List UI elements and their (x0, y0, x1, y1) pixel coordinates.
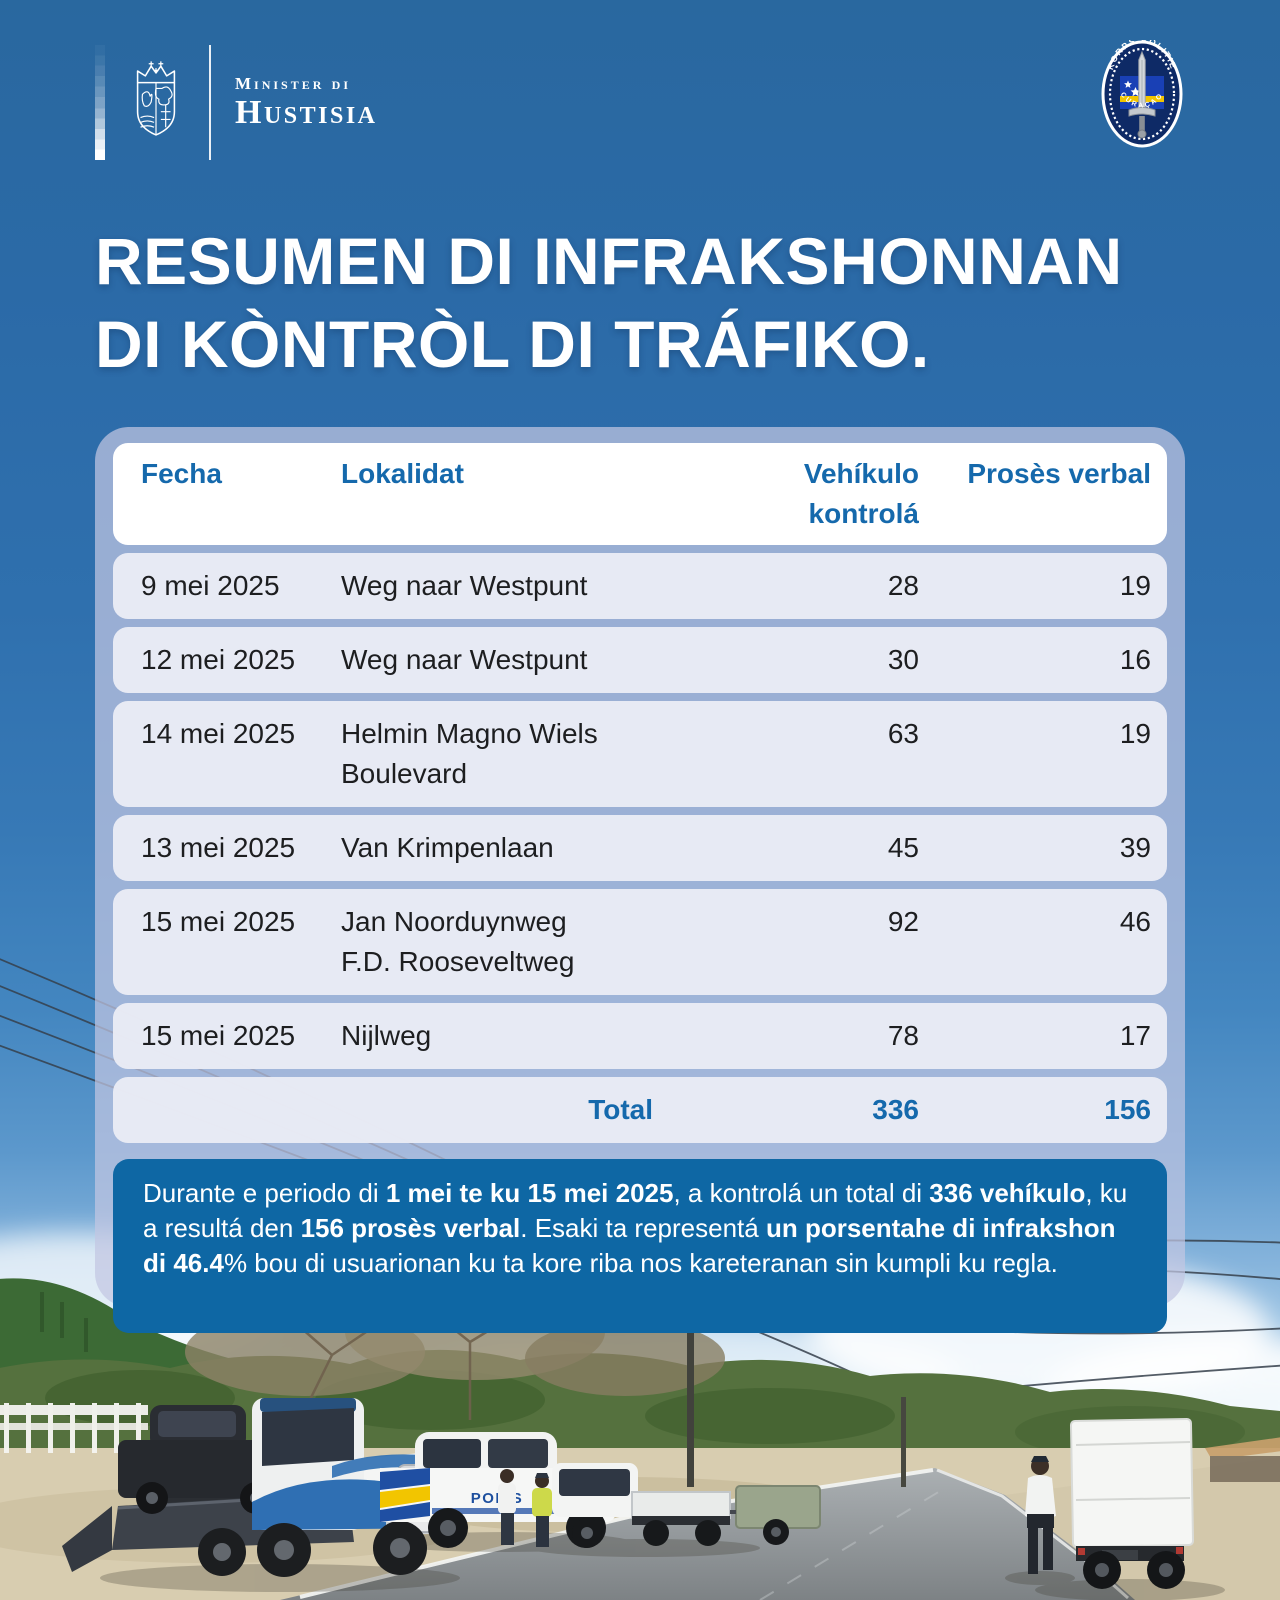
badge-sword-icon (1128, 50, 1156, 139)
summary-text: Durante e periodo di 1 mei te ku 15 mei … (143, 1178, 1128, 1278)
table-row: 13 mei 2025 Van Krimpenlaan 45 39 (113, 815, 1167, 881)
ministry-name-big: Hustisia (235, 93, 378, 131)
summary-box: Durante e periodo di 1 mei te ku 15 mei … (113, 1159, 1167, 1333)
tow-truck-illustration (62, 1398, 462, 1577)
box-truck-illustration (552, 1463, 731, 1548)
page-title-line1: RESUMEN DI INFRAKSHONNAN (95, 224, 1123, 298)
total-vehikulo: 336 (872, 1094, 919, 1125)
cell-proses: 39 (1119, 832, 1151, 863)
cell-fecha: 14 mei 2025 (141, 718, 296, 749)
table-total-row: Total 336 156 (113, 1077, 1167, 1143)
cell-fecha: 13 mei 2025 (141, 832, 296, 863)
column-header-lokalidat: Lokalidat (341, 458, 464, 489)
table-row: 15 mei 2025 Jan Noorduynweg F.D. Roosevel… (113, 889, 1167, 995)
cell-lokalidat: Weg naar Westpunt (341, 570, 588, 601)
trailer-illustration (730, 1485, 821, 1545)
carried-pickup (118, 1405, 290, 1514)
page-title-line2: DI KÒNTRÒL DI TRÁFIKO. (95, 307, 930, 381)
total-spacer (141, 1090, 341, 1130)
brand-logo: Minister di Hustisia (95, 45, 378, 160)
data-table-panel: Fecha Lokalidat Vehíkulo kontrolá Prosès… (95, 427, 1185, 1333)
cell-proses: 19 (1119, 718, 1151, 749)
ministry-name-small: Minister di (235, 73, 351, 93)
cell-vehikulo: 45 (887, 832, 919, 863)
table-row: 12 mei 2025 Weg naar Westpunt 30 16 (113, 627, 1167, 693)
cell-fecha: 9 mei 2025 (141, 570, 280, 601)
column-header-proses: Prosès verbal (967, 458, 1151, 489)
logo-divider (209, 45, 211, 160)
cell-vehikulo: 78 (887, 1020, 919, 1051)
distant-building (1205, 1437, 1280, 1482)
total-label: Total (588, 1094, 653, 1125)
cell-vehikulo: 92 (887, 906, 919, 937)
cell-vehikulo: 63 (887, 718, 919, 749)
table-body: 9 mei 2025 Weg naar Westpunt 28 19 12 mei 20… (113, 553, 1167, 1069)
police-officers (498, 1469, 552, 1547)
roadside-fence (0, 1403, 148, 1453)
table-header-row: Fecha Lokalidat Vehíkulo kontrolá Prosès… (113, 443, 1167, 545)
dump-truck-illustration (1069, 1418, 1195, 1589)
cell-lokalidat: Van Krimpenlaan (341, 832, 554, 863)
logo-gradient-bar-icon (95, 45, 105, 160)
cell-proses: 16 (1119, 644, 1151, 675)
cell-lokalidat: Nijlweg (341, 1020, 432, 1051)
cell-lokalidat: Jan Noorduynweg F.D. Rooseveltweg (341, 906, 575, 977)
cell-fecha: 15 mei 2025 (141, 906, 296, 937)
table-row: 14 mei 2025 Helmin Magno Wiels Boulevard 6… (113, 701, 1167, 807)
cell-proses: 19 (1119, 570, 1151, 601)
cell-lokalidat: Weg naar Westpunt (341, 644, 588, 675)
column-header-vehikulo: Vehíkulo kontrolá (803, 458, 919, 529)
ministry-crest-icon (136, 61, 176, 136)
cell-proses: 17 (1119, 1020, 1151, 1051)
column-header-fecha: Fecha (141, 458, 222, 489)
cell-fecha: 12 mei 2025 (141, 644, 296, 675)
police-badge-icon: KORPS POLITIE CURAÇAO (1101, 40, 1183, 148)
table-row: 9 mei 2025 Weg naar Westpunt 28 19 (113, 553, 1167, 619)
officer-right (1025, 1456, 1056, 1574)
total-proses: 156 (1104, 1094, 1151, 1125)
cell-fecha: 15 mei 2025 (141, 1020, 296, 1051)
table-row: 15 mei 2025 Nijlweg 78 17 (113, 1003, 1167, 1069)
cell-vehikulo: 28 (887, 570, 919, 601)
cell-lokalidat: Helmin Magno Wiels Boulevard (341, 718, 598, 789)
cell-vehikulo: 30 (887, 644, 919, 675)
page-title: RESUMEN DI INFRAKSHONNAN DI KÒNTRÒL DI T… (95, 220, 1195, 386)
cell-proses: 46 (1119, 906, 1151, 937)
